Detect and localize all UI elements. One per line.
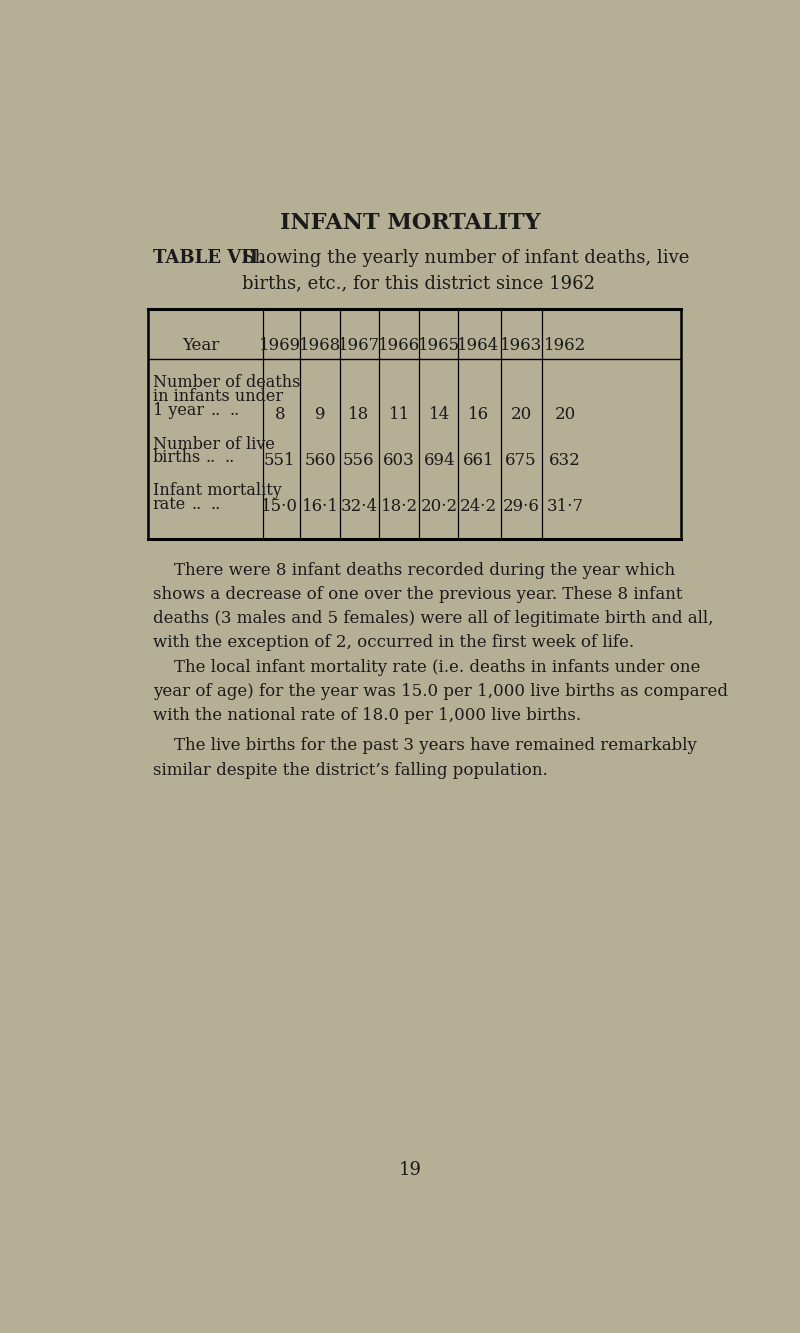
Text: 632: 632: [549, 452, 581, 469]
Text: ..: ..: [191, 496, 202, 513]
Text: 1963: 1963: [500, 337, 542, 355]
Text: 16: 16: [468, 405, 489, 423]
Text: Number of deaths: Number of deaths: [153, 375, 300, 391]
Text: 1962: 1962: [544, 337, 586, 355]
Text: in infants under: in infants under: [153, 388, 283, 405]
Text: 14: 14: [429, 405, 450, 423]
Text: births: births: [153, 449, 201, 467]
Text: 1 year: 1 year: [153, 401, 204, 419]
Text: 675: 675: [505, 452, 537, 469]
Text: 20: 20: [554, 405, 576, 423]
Text: 1965: 1965: [418, 337, 461, 355]
Text: 15·0: 15·0: [262, 499, 298, 515]
Text: 551: 551: [264, 452, 296, 469]
Text: 18·2: 18·2: [381, 499, 418, 515]
Text: 1968: 1968: [299, 337, 342, 355]
Text: 1967: 1967: [338, 337, 380, 355]
Text: 1969: 1969: [258, 337, 301, 355]
Text: Year: Year: [182, 337, 219, 355]
Text: 694: 694: [424, 452, 455, 469]
Text: ..: ..: [225, 449, 235, 467]
Text: The live births for the past 3 years have remained remarkably
similar despite th: The live births for the past 3 years hav…: [153, 737, 697, 778]
Text: TABLE VII.: TABLE VII.: [153, 248, 264, 267]
Text: 560: 560: [304, 452, 336, 469]
Text: 1964: 1964: [457, 337, 499, 355]
Text: There were 8 infant deaths recorded during the year which
shows a decrease of on: There were 8 infant deaths recorded duri…: [153, 563, 714, 652]
Text: 32·4: 32·4: [340, 499, 378, 515]
Text: Number of live: Number of live: [153, 436, 274, 453]
Text: 29·6: 29·6: [502, 499, 539, 515]
Text: 603: 603: [383, 452, 415, 469]
Text: 20·2: 20·2: [421, 499, 458, 515]
Text: 31·7: 31·7: [546, 499, 583, 515]
Text: ..: ..: [230, 401, 240, 419]
Text: 8: 8: [274, 405, 285, 423]
Text: 24·2: 24·2: [460, 499, 497, 515]
Text: ..: ..: [210, 401, 220, 419]
Text: 9: 9: [315, 405, 326, 423]
Text: 11: 11: [389, 405, 410, 423]
Text: ..: ..: [211, 496, 221, 513]
Text: 661: 661: [462, 452, 494, 469]
Text: 1966: 1966: [378, 337, 420, 355]
Text: rate: rate: [153, 496, 186, 513]
Text: 556: 556: [343, 452, 374, 469]
Text: Showing the yearly number of infant deaths, live
births, etc., for this district: Showing the yearly number of infant deat…: [242, 248, 690, 292]
Text: INFANT MORTALITY: INFANT MORTALITY: [280, 212, 540, 235]
Text: The local infant mortality rate (i.e. deaths in infants under one
year of age) f: The local infant mortality rate (i.e. de…: [153, 659, 728, 724]
Text: 20: 20: [510, 405, 532, 423]
Text: Infant mortality: Infant mortality: [153, 481, 282, 499]
Text: 16·1: 16·1: [302, 499, 338, 515]
Text: 19: 19: [398, 1161, 422, 1178]
Text: ..: ..: [206, 449, 216, 467]
Text: 18: 18: [348, 405, 370, 423]
